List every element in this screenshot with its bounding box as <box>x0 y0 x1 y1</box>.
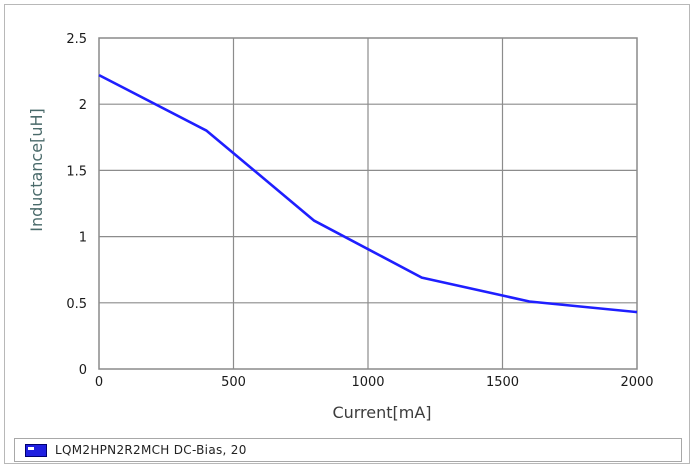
y-tick-label: 2.5 <box>66 32 87 47</box>
x-tick-label: 1500 <box>486 375 519 390</box>
x-tick-label: 2000 <box>620 375 653 390</box>
x-tick-label: 0 <box>95 375 103 390</box>
series-line <box>98 73 638 314</box>
y-tick-label: 2 <box>79 98 87 113</box>
y-axis-label: Inductance[uH] <box>27 108 46 231</box>
chart-series <box>98 73 638 314</box>
chart-grid <box>98 37 638 370</box>
chart-legend: LQM2HPN2R2MCH DC-Bias, 20 <box>14 438 682 462</box>
legend-swatch <box>25 443 47 457</box>
y-tick-label: 1 <box>79 231 87 246</box>
x-tick-label: 500 <box>221 375 246 390</box>
x-axis-label: Current[mA] <box>332 403 431 422</box>
x-tick-label: 1000 <box>351 375 384 390</box>
chart-ticks: 0 500 1000 1500 2000 0 0.5 1 1.5 2 2.5 <box>66 32 653 390</box>
y-tick-label: 0.5 <box>66 297 87 312</box>
y-tick-label: 0 <box>79 363 87 378</box>
y-tick-label: 1.5 <box>66 164 87 179</box>
legend-series-label: LQM2HPN2R2MCH DC-Bias, 20 <box>55 443 247 457</box>
